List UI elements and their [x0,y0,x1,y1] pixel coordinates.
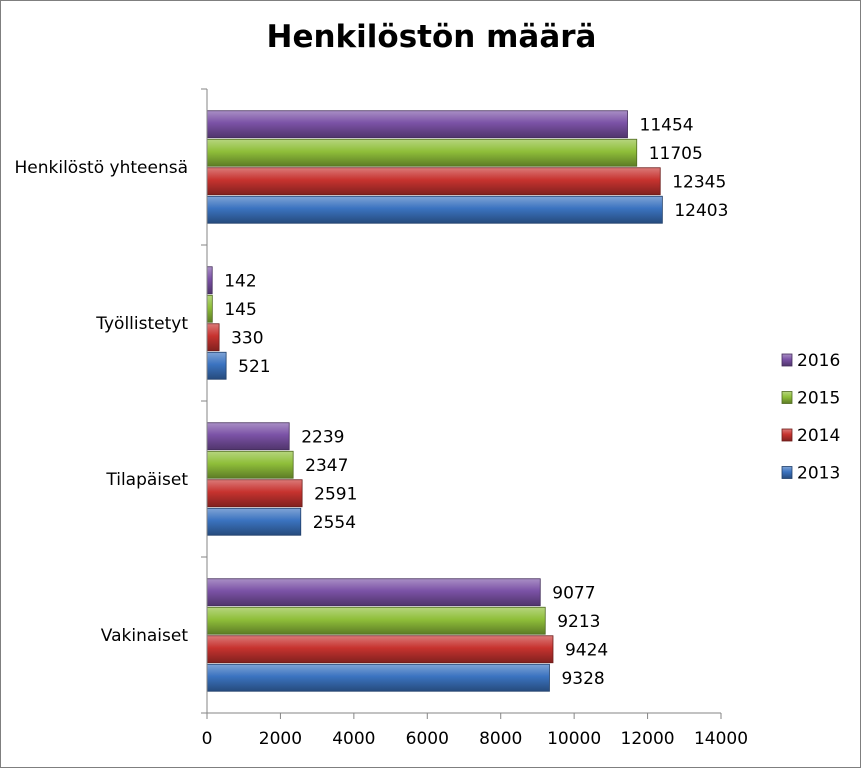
axes: Henkilöstö yhteensä Työllistetyt Tilapäise… [14,88,748,749]
legend-swatch-2015 [781,391,793,404]
data-label: 9424 [565,640,608,660]
x-tick-label: 10000 [547,729,601,749]
legend-label-2016: 2016 [797,351,840,371]
bar-2016-2 [206,422,290,451]
x-tick-label: 8000 [479,729,522,749]
category-label: Tilapäiset [105,470,188,490]
x-tick-label: 12000 [621,729,675,749]
data-label: 9077 [552,583,595,603]
bar-2013-3 [206,663,550,692]
bar-2014-2 [206,479,303,508]
x-tick-label: 2000 [259,729,302,749]
x-tick-label: 14000 [694,729,748,749]
data-label: 9213 [557,612,600,632]
data-labels: 11454 11705 12345 12403 142 145 330 521 2239 2347… [224,115,728,689]
data-label: 521 [238,357,270,377]
legend-label-2014: 2014 [797,426,840,446]
bar-2013-2 [206,507,302,536]
data-label: 12403 [674,201,728,221]
bars [206,110,663,692]
bar-2015-1 [206,294,213,323]
data-label: 2239 [301,427,344,447]
chart-title: Henkilöstön määrä [266,19,597,55]
bar-2016-3 [206,578,541,607]
data-label: 330 [231,328,263,348]
data-label: 9328 [561,669,604,689]
bar-2013-0 [206,195,663,224]
data-label: 11454 [640,115,694,135]
category-label: Henkilöstö yhteensä [14,158,188,178]
category-label: Vakinaiset [101,626,189,646]
legend-swatch-2013 [781,466,793,479]
bar-2013-1 [206,351,227,380]
bar-2015-0 [206,138,638,167]
bar-2014-0 [206,167,661,196]
x-tick-label: 0 [202,729,213,749]
data-label: 145 [224,300,256,320]
x-tick-label: 6000 [406,729,449,749]
legend-swatch-2016 [781,353,793,367]
data-label: 12345 [672,172,726,192]
category-label: Työllistetyt [95,314,188,334]
bar-2015-2 [206,450,294,479]
legend-label-2015: 2015 [797,389,840,409]
legend: 2016 2015 2014 2013 [781,351,840,484]
legend-label-2013: 2013 [797,464,840,484]
bar-2014-3 [206,635,554,664]
x-tick-label: 4000 [332,729,375,749]
data-label: 2591 [314,484,357,504]
legend-swatch-2014 [781,428,793,442]
data-label: 11705 [649,144,703,164]
bar-2016-0 [206,110,628,139]
data-label: 2347 [305,456,348,476]
bar-2016-1 [206,266,213,295]
data-label: 142 [224,271,256,291]
bar-2014-1 [206,323,220,352]
bar-2015-3 [206,606,546,635]
data-label: 2554 [313,513,356,533]
